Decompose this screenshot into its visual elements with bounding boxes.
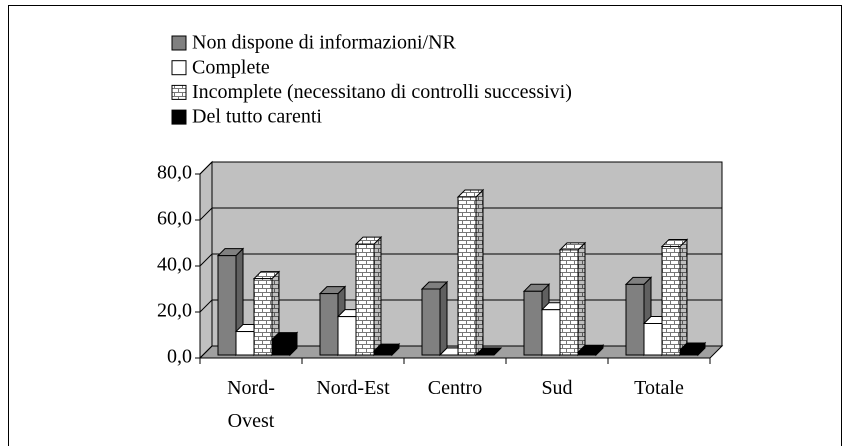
bar-side-shade: [440, 282, 447, 355]
x-tick-label: Centro: [427, 377, 483, 399]
bar-side-shade: [578, 242, 585, 355]
bar: [679, 349, 699, 356]
x-tick-label: Totale: [634, 377, 684, 399]
bar: [625, 283, 645, 356]
bar: [523, 290, 543, 356]
y-tick-label: 20,0: [157, 300, 192, 322]
bar: [319, 293, 339, 356]
y-tick-label: 80,0: [157, 162, 192, 184]
legend-swatch: [171, 84, 187, 100]
bar: [643, 323, 663, 356]
legend-swatch: [171, 109, 187, 125]
bar: [337, 316, 357, 356]
y-tick-label: 0,0: [167, 346, 192, 368]
bar: [421, 288, 441, 356]
bar: [217, 255, 237, 356]
legend-label: Incomplete (necessitano di controlli suc…: [192, 81, 572, 103]
grid-line-side: [199, 253, 213, 267]
legend-label: Del tutto carenti: [192, 106, 322, 128]
x-tick-label: Nord- Ovest: [227, 377, 275, 432]
x-tick-label: Nord-Est: [316, 377, 390, 399]
grid-line-side: [199, 299, 213, 313]
bar: [235, 331, 255, 356]
y-tick-label: 60,0: [157, 208, 192, 230]
bar: [355, 243, 375, 356]
grid-line-side: [199, 161, 213, 175]
bar: [373, 350, 393, 356]
bar-side-shade: [698, 342, 705, 355]
legend-label: Non dispone di informazioni/NR: [192, 32, 457, 54]
bar-top: [474, 347, 503, 356]
bar: [457, 196, 477, 356]
bar: [577, 351, 597, 356]
bar: [559, 249, 579, 356]
frame: [8, 5, 842, 446]
legend-swatch: [171, 60, 187, 76]
bar-side-shade: [374, 237, 381, 355]
bar: [253, 278, 273, 356]
bar-side-shade: [680, 239, 687, 355]
bar: [541, 309, 561, 356]
grid-line-side: [199, 207, 213, 221]
legend-label: Complete: [192, 56, 270, 78]
bar-side-shade: [476, 190, 483, 355]
y-tick-label: 40,0: [157, 254, 192, 276]
x-tick-label: Sud: [541, 377, 573, 399]
bar: [661, 245, 681, 356]
grid-line-side: [199, 345, 213, 359]
legend-swatch: [171, 35, 187, 51]
bar-side-shade: [392, 344, 399, 355]
bar: [271, 339, 291, 356]
